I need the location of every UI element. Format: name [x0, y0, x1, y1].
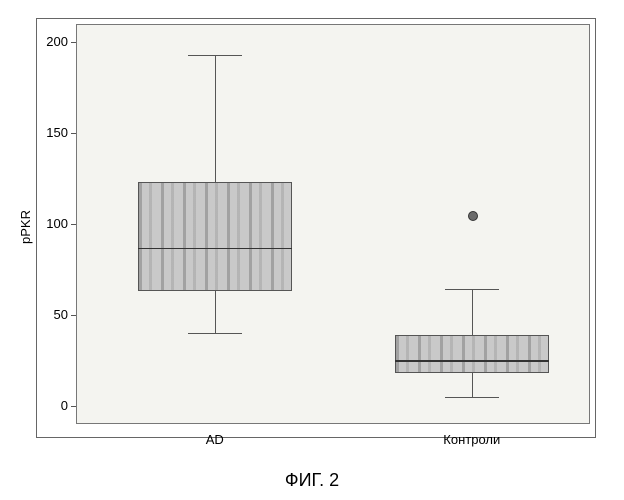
y-tick — [71, 224, 76, 225]
y-tick — [71, 315, 76, 316]
y-tick-label: 0 — [61, 398, 68, 413]
y-tick — [71, 42, 76, 43]
box-body — [138, 182, 292, 291]
x-tick-label: Контроли — [412, 432, 532, 447]
y-tick-label: 50 — [54, 307, 68, 322]
whisker-low — [215, 291, 216, 333]
x-tick-label: AD — [155, 432, 275, 447]
whisker-low — [472, 373, 473, 397]
figure-caption: ФИГ. 2 — [0, 470, 624, 491]
whisker-cap-low — [188, 333, 242, 334]
whisker-cap-high — [445, 289, 499, 290]
median-line — [138, 248, 292, 250]
y-tick-label: 200 — [46, 34, 68, 49]
whisker-high — [472, 289, 473, 334]
y-tick — [71, 133, 76, 134]
box-body — [395, 335, 549, 373]
whisker-cap-low — [445, 397, 499, 398]
whisker-cap-high — [188, 55, 242, 56]
outlier-point — [468, 211, 478, 221]
median-line — [395, 360, 549, 362]
whisker-high — [215, 55, 216, 182]
y-tick-label: 100 — [46, 216, 68, 231]
y-axis-label: pPKR — [18, 210, 33, 244]
y-tick — [71, 406, 76, 407]
y-tick-label: 150 — [46, 125, 68, 140]
